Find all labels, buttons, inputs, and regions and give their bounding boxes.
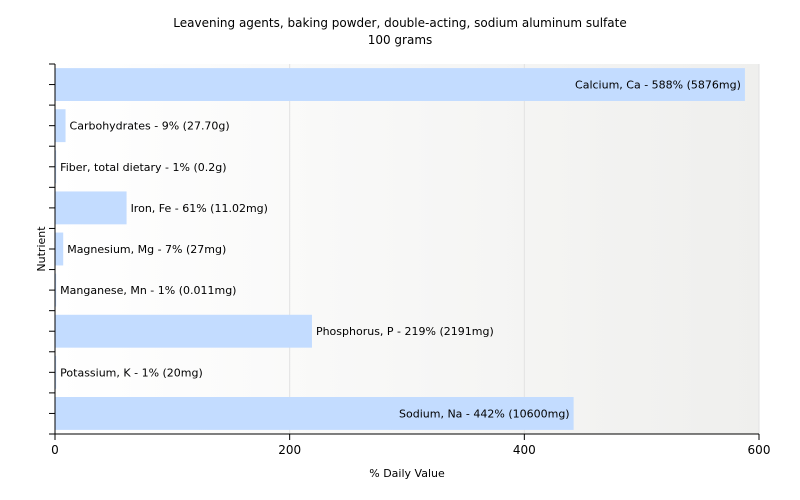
bar-value-label: Carbohydrates - 9% (27.70g) bbox=[70, 120, 230, 133]
x-tick-label: 600 bbox=[748, 443, 771, 457]
x-axis-label: % Daily Value bbox=[369, 467, 445, 480]
chart-subtitle: 100 grams bbox=[368, 33, 433, 47]
bar-value-label: Iron, Fe - 61% (11.02mg) bbox=[131, 202, 268, 215]
bar bbox=[55, 397, 574, 430]
x-tick-label: 200 bbox=[278, 443, 301, 457]
bar-value-label: Fiber, total dietary - 1% (0.2g) bbox=[60, 161, 226, 174]
x-tick-label: 0 bbox=[51, 443, 59, 457]
bar-value-label: Manganese, Mn - 1% (0.011mg) bbox=[60, 284, 236, 297]
x-tick-labels: 0 200 400 600 bbox=[51, 443, 770, 457]
bar-value-label: Sodium, Na - 442% (10600mg) bbox=[399, 407, 570, 420]
bar-value-label: Magnesium, Mg - 7% (27mg) bbox=[67, 243, 226, 256]
bar bbox=[55, 150, 57, 184]
bar bbox=[55, 191, 127, 225]
bar-value-label: Calcium, Ca - 588% (5876mg) bbox=[575, 79, 741, 92]
bar bbox=[55, 68, 745, 101]
chart-title: Leavening agents, baking powder, double-… bbox=[173, 16, 626, 30]
bar bbox=[55, 232, 64, 266]
y-axis-label: Nutrient bbox=[35, 226, 48, 272]
x-tick-label: 400 bbox=[513, 443, 536, 457]
bar-value-label: Phosphorus, P - 219% (2191mg) bbox=[316, 325, 494, 338]
bars bbox=[55, 68, 745, 430]
gridlines bbox=[289, 64, 760, 434]
bar-value-label: Potassium, K - 1% (20mg) bbox=[60, 366, 203, 379]
bar bbox=[55, 355, 57, 389]
axes bbox=[49, 63, 760, 440]
plot-area bbox=[55, 64, 759, 434]
bar bbox=[55, 273, 57, 307]
bar-labels: Calcium, Ca - 588% (5876mg) Carbohydrates… bbox=[60, 79, 741, 421]
bar bbox=[55, 109, 66, 143]
bar bbox=[55, 314, 312, 348]
